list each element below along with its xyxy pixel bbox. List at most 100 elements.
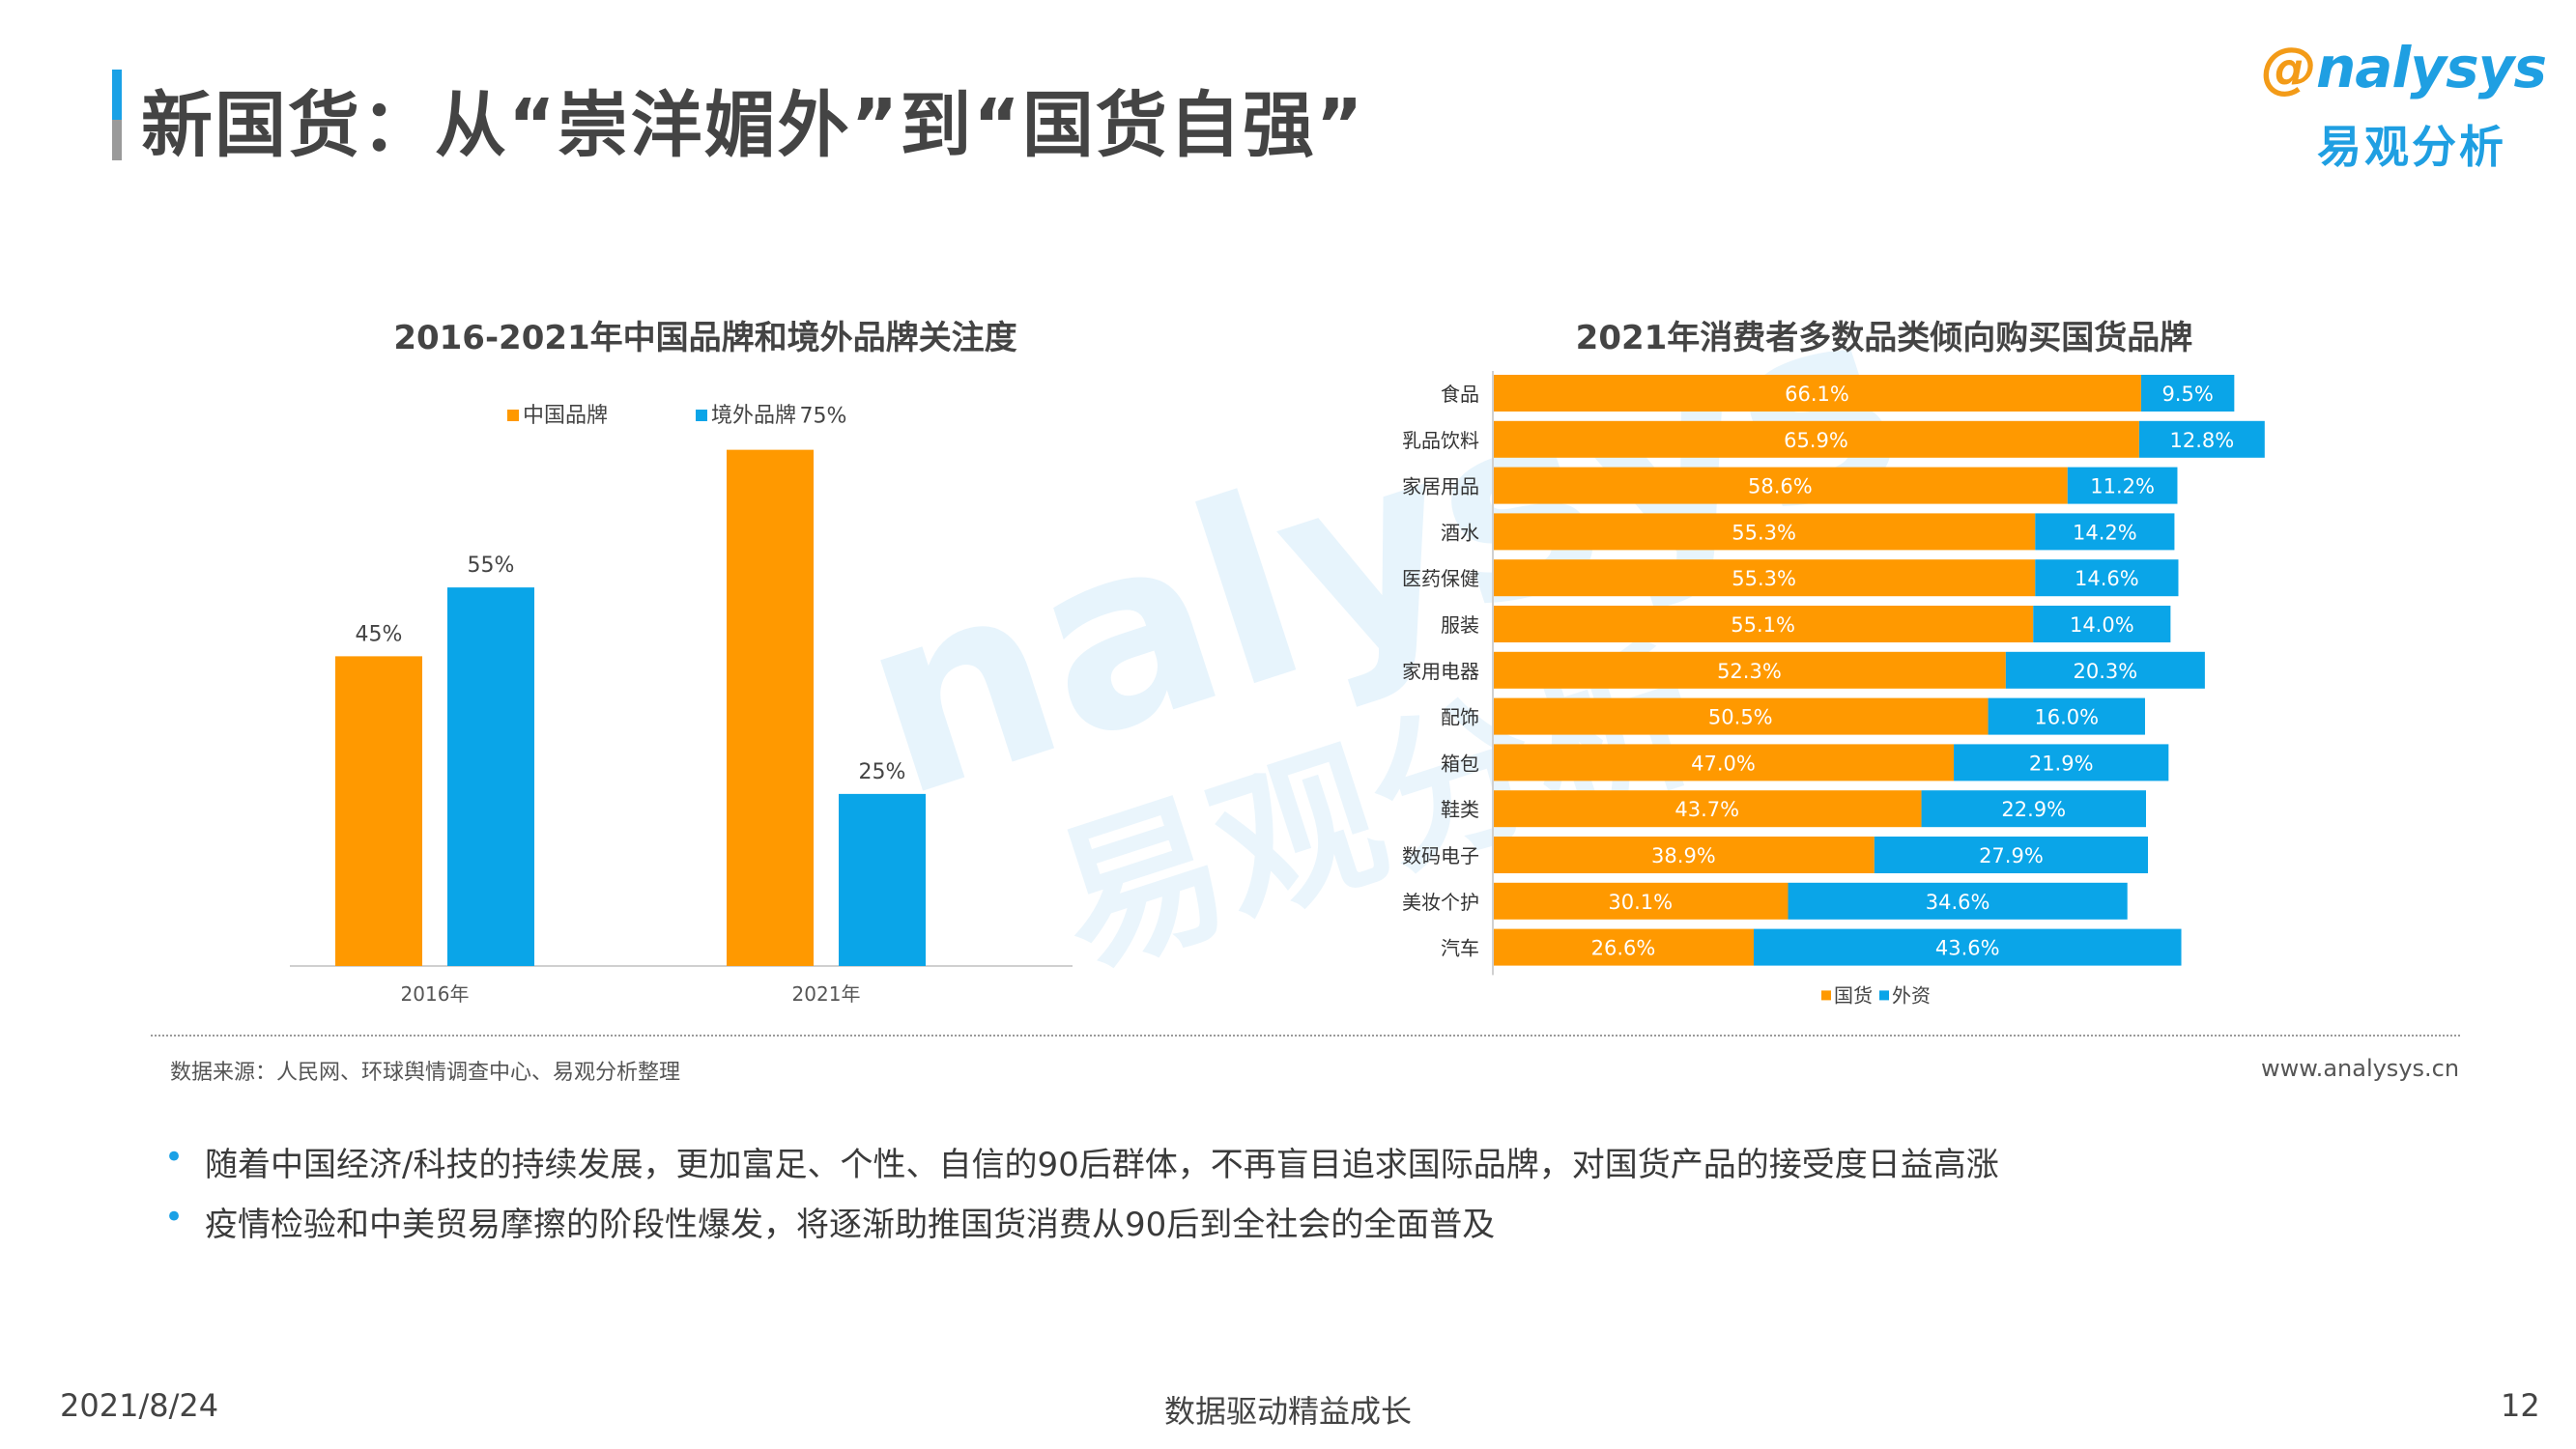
bar-segment xyxy=(1493,651,2006,689)
bar-segment xyxy=(1988,697,2145,735)
data-label: 16.0% xyxy=(2034,706,2099,729)
y-tick-label: 食品 xyxy=(1441,383,1479,406)
y-tick-label: 乳品饮料 xyxy=(1402,429,1479,452)
data-label: 22.9% xyxy=(2001,798,2066,821)
y-tick-label: 服装 xyxy=(1441,613,1479,637)
y-tick-label: 配饰 xyxy=(1441,706,1479,729)
y-tick-label: 家用电器 xyxy=(1402,660,1479,683)
y-tick-label: 美妆个护 xyxy=(1402,891,1479,914)
data-label: 66.1% xyxy=(1785,383,1849,406)
title-accent-bar-gray xyxy=(112,120,122,160)
data-label: 14.0% xyxy=(2070,613,2134,637)
logo-wordmark: @nalysys xyxy=(2261,35,2547,100)
data-label: 43.7% xyxy=(1674,798,1739,821)
y-tick-label: 汽车 xyxy=(1441,937,1479,960)
brand-logo: @nalysys 易观分析 xyxy=(2261,35,2547,180)
data-label: 55% xyxy=(468,554,515,578)
chart2-title: 2021年消费者多数品类倾向购买国货品牌 xyxy=(1575,319,2193,357)
data-label: 12.8% xyxy=(2169,429,2234,452)
logo-a-swoosh: @ xyxy=(2261,35,2317,100)
data-label: 58.6% xyxy=(1748,475,1813,498)
bar-segment xyxy=(1493,420,2139,458)
bar-segment xyxy=(2067,467,2178,504)
bar xyxy=(727,449,814,966)
data-label: 20.3% xyxy=(2074,660,2138,683)
data-label: 47.0% xyxy=(1691,752,1756,775)
data-label: 55.3% xyxy=(1732,521,1796,544)
bar xyxy=(447,587,534,966)
bar-segment xyxy=(1493,467,2068,504)
footer-date: 2021/8/24 xyxy=(60,1387,219,1424)
data-label: 65.9% xyxy=(1784,429,1848,452)
bar-segment xyxy=(1954,744,2169,781)
bar-segment xyxy=(2005,651,2205,689)
bullet-text: 疫情检验和中美贸易摩擦的阶段性爆发，将逐渐助推国货消费从90后到全社会的全面普及 xyxy=(205,1206,1496,1244)
bar-segment xyxy=(1493,375,2141,412)
bar-segment xyxy=(1493,606,2034,642)
data-label: 30.1% xyxy=(1608,891,1673,914)
bar-segment xyxy=(2140,375,2235,412)
data-label: 34.6% xyxy=(1926,891,1990,914)
legend-label: 中国品牌 xyxy=(523,404,608,428)
data-label: 43.6% xyxy=(1935,937,2000,960)
logo-chinese: 易观分析 xyxy=(2317,121,2506,173)
data-label: 50.5% xyxy=(1708,706,1773,729)
bullet-dot-icon: • xyxy=(164,1198,185,1236)
legend-swatch xyxy=(1879,990,1889,1001)
bar-segment xyxy=(2035,513,2175,551)
website-url[interactable]: www.analysys.cn xyxy=(2261,1055,2460,1082)
bar-segment xyxy=(1493,697,1989,735)
data-label: 55.1% xyxy=(1731,613,1795,637)
data-label: 45% xyxy=(356,622,403,646)
data-label: 21.9% xyxy=(2029,752,2094,775)
data-label: 52.3% xyxy=(1717,660,1782,683)
legend-swatch xyxy=(507,410,519,421)
data-label: 55.3% xyxy=(1732,567,1796,590)
y-tick-label: 鞋类 xyxy=(1441,798,1479,821)
chart1-title: 2016-2021年中国品牌和境外品牌关注度 xyxy=(393,319,1017,357)
bar-segment xyxy=(1493,513,2036,551)
y-tick-label: 酒水 xyxy=(1441,521,1479,544)
legend-label: 外资 xyxy=(1892,983,1931,1007)
bullet-dot-icon: • xyxy=(164,1138,185,1177)
legend-swatch xyxy=(1821,990,1831,1001)
page-number: 12 xyxy=(2501,1387,2540,1424)
bar-segment xyxy=(1874,837,2149,873)
bar-segment xyxy=(2035,559,2179,597)
bar xyxy=(335,656,422,966)
bar-segment xyxy=(2138,420,2265,458)
bar-segment xyxy=(1493,559,2036,597)
legend-label: 国货 xyxy=(1834,983,1873,1007)
data-label: 9.5% xyxy=(2161,383,2213,406)
bullet-text: 随着中国经济/科技的持续发展，更加富足、个性、自信的90后群体，不再盲目追求国际… xyxy=(205,1146,1999,1184)
chart2-category-preference: 食品 66.1% 9.5% 乳品饮料 65.9% 12.8% 家居用品 58.6% 11.2% 酒… xyxy=(1402,371,2265,1007)
legend-swatch xyxy=(696,410,707,421)
data-source-note: 数据来源：人民网、环球舆情调查中心、易观分析整理 xyxy=(170,1061,681,1085)
source-divider xyxy=(151,1035,2460,1037)
bar-segment xyxy=(1493,882,1789,920)
bar-segment xyxy=(1493,790,1922,828)
title-accent-bar-blue xyxy=(112,70,122,120)
y-tick-label: 数码电子 xyxy=(1402,844,1479,867)
data-label: 14.6% xyxy=(2075,567,2139,590)
y-tick-label: 箱包 xyxy=(1441,752,1479,775)
title-accent-bar xyxy=(112,70,122,160)
bar-segment xyxy=(1493,928,1754,966)
bar-segment xyxy=(2033,606,2171,642)
bar-segment xyxy=(1788,882,2128,920)
data-label: 14.2% xyxy=(2073,521,2137,544)
data-label: 11.2% xyxy=(2090,475,2155,498)
bar-segment xyxy=(1921,790,2146,828)
y-tick-label: 医药保健 xyxy=(1402,567,1479,590)
legend-label: 境外品牌 xyxy=(711,404,796,428)
x-tick-label: 2021年 xyxy=(792,982,861,1006)
data-label: 27.9% xyxy=(1979,844,2044,867)
data-label: 25% xyxy=(859,760,906,784)
data-label: 38.9% xyxy=(1651,844,1716,867)
bar-segment xyxy=(1753,928,2182,966)
bar xyxy=(839,793,926,966)
x-tick-label: 2016年 xyxy=(401,982,470,1006)
data-label: 75% xyxy=(800,405,847,429)
y-tick-label: 家居用品 xyxy=(1402,475,1479,498)
data-label: 26.6% xyxy=(1591,937,1656,960)
